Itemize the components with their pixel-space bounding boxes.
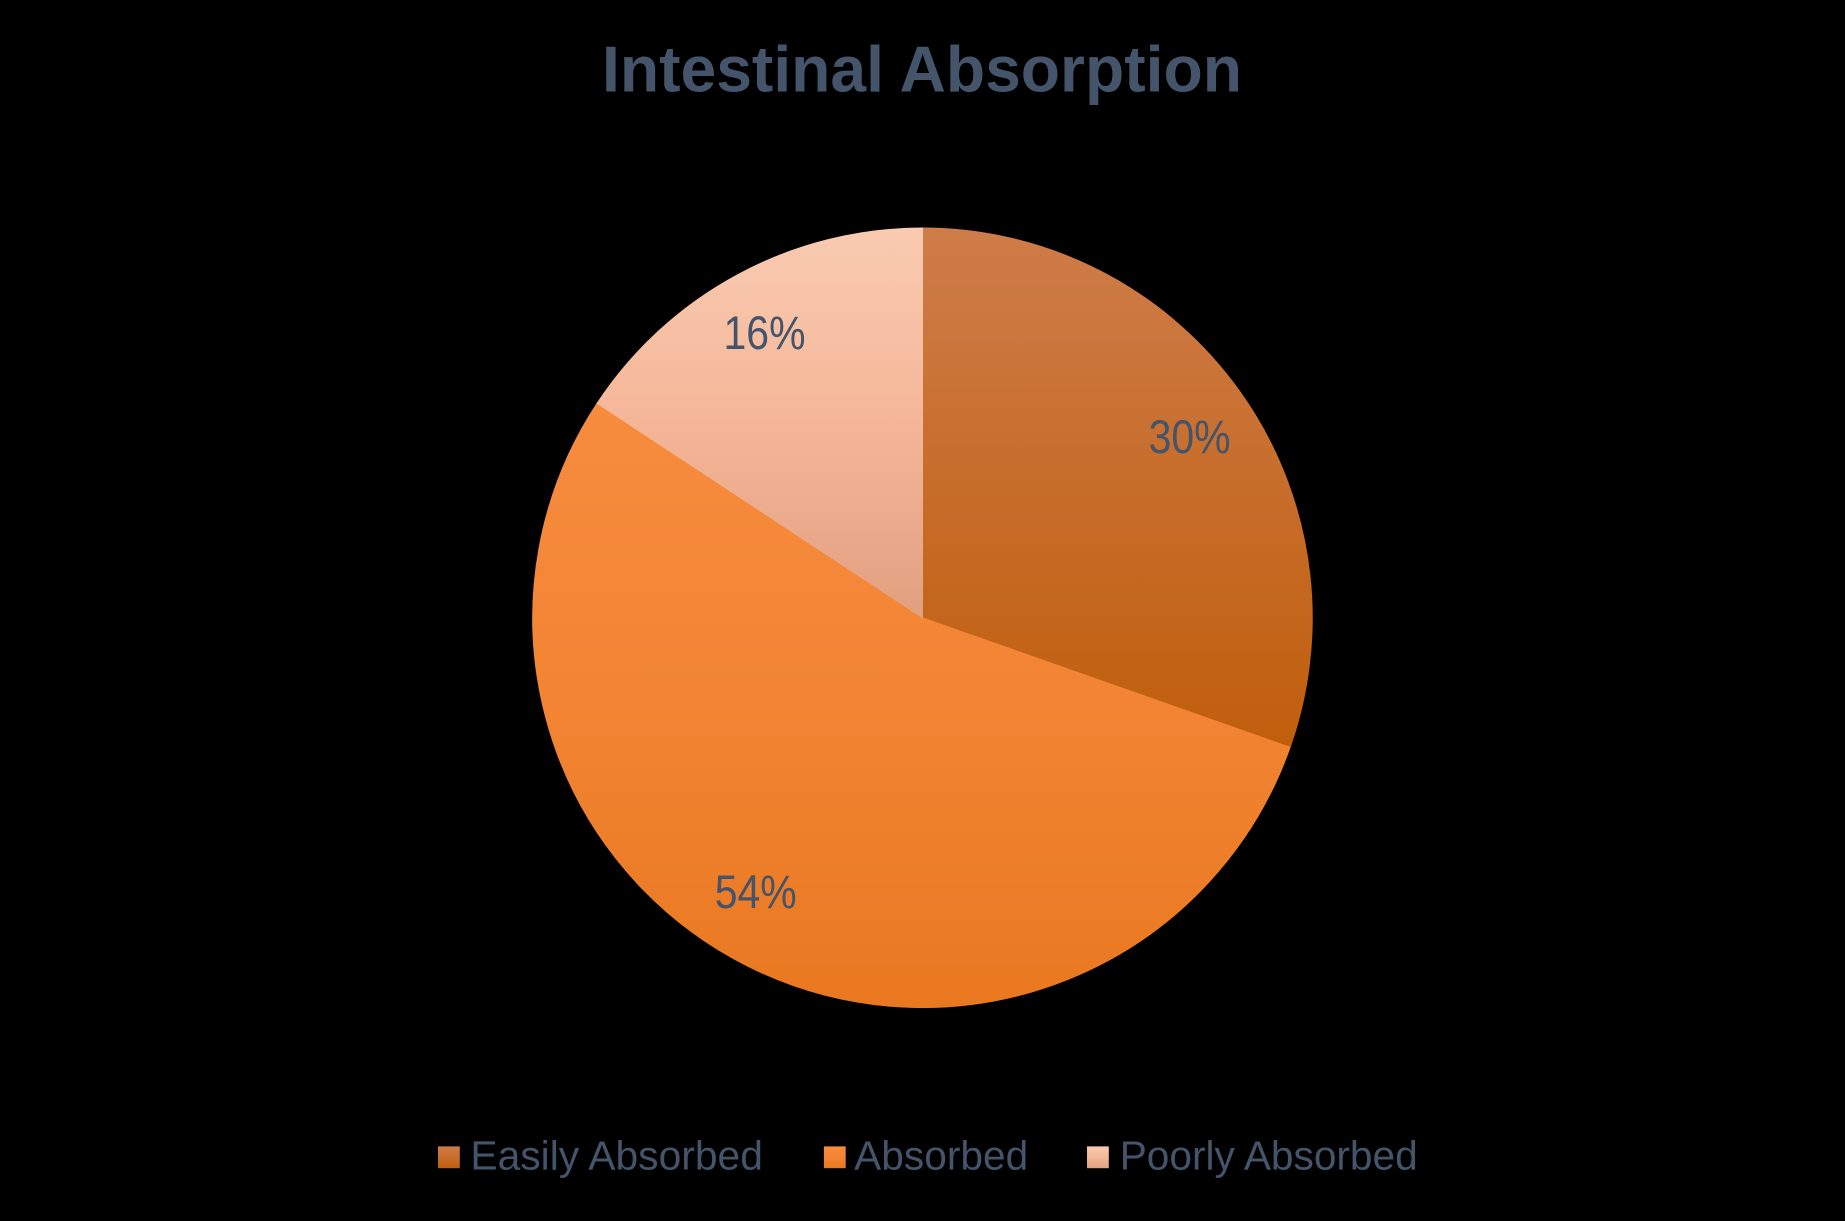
- svg-text:16%: 16%: [724, 307, 806, 360]
- svg-text:Poorly Absorbed: Poorly Absorbed: [1120, 1133, 1418, 1179]
- svg-text:Absorbed: Absorbed: [854, 1133, 1028, 1179]
- svg-text:54%: 54%: [715, 866, 797, 919]
- svg-text:30%: 30%: [1149, 411, 1231, 464]
- svg-text:Intestinal Absorption: Intestinal Absorption: [602, 34, 1242, 106]
- svg-text:Easily Absorbed: Easily Absorbed: [470, 1133, 763, 1179]
